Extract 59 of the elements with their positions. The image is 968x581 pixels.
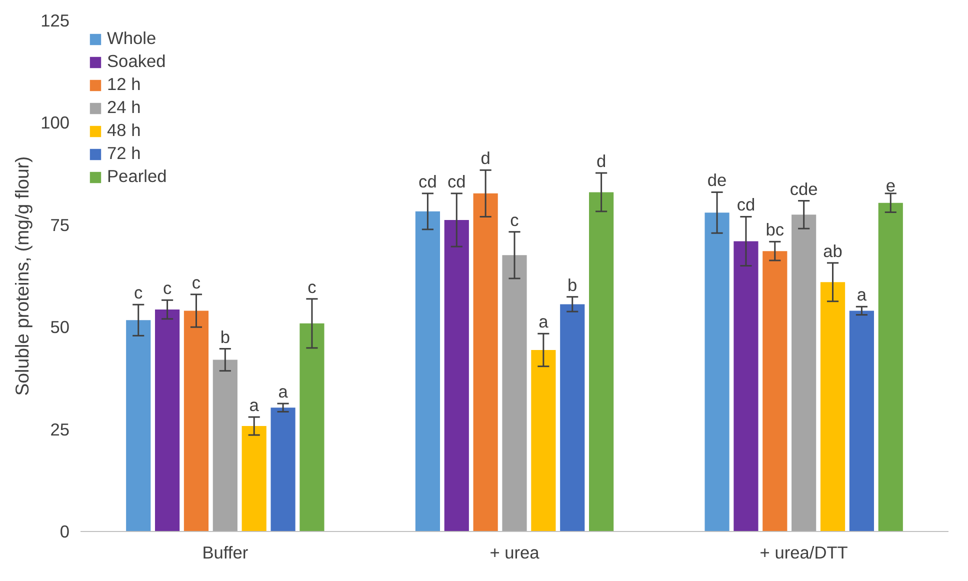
- x-tick-label: + urea/DTT: [760, 542, 848, 562]
- bar: [820, 282, 846, 532]
- data-label: c: [162, 278, 172, 298]
- data-label: a: [278, 382, 288, 402]
- data-label: b: [220, 326, 230, 347]
- bar: [270, 408, 296, 532]
- legend-label: 72 h: [107, 143, 141, 164]
- bar: [502, 255, 527, 532]
- data-label: b: [568, 274, 578, 295]
- legend-label: Pearled: [107, 166, 167, 187]
- x-tick-label: Buffer: [202, 542, 248, 562]
- data-label: c: [308, 276, 317, 297]
- bar: [560, 304, 585, 532]
- data-label: cde: [790, 178, 818, 199]
- y-tick-label: 25: [50, 419, 70, 440]
- bar: [589, 192, 614, 532]
- legend-label: Whole: [107, 28, 156, 49]
- data-label: d: [596, 150, 606, 171]
- data-label: c: [134, 282, 144, 303]
- bar: [415, 211, 440, 532]
- y-tick-label: 0: [60, 522, 70, 542]
- data-label: cd: [736, 194, 756, 215]
- data-label: bc: [766, 220, 784, 240]
- data-label: e: [886, 175, 896, 196]
- data-label: cd: [447, 171, 466, 192]
- bar: [300, 323, 324, 532]
- y-tick-label: 125: [40, 10, 70, 30]
- bar: [849, 310, 874, 532]
- bar: [734, 241, 758, 532]
- bar: [473, 193, 498, 532]
- y-tick-label: 50: [50, 317, 70, 338]
- y-tick-label: 75: [50, 214, 70, 235]
- bar: [212, 360, 238, 532]
- bar: [126, 320, 151, 532]
- bar: [792, 214, 816, 532]
- legend-label: 24 h: [107, 97, 141, 118]
- bar: [762, 251, 788, 532]
- data-label: ab: [823, 240, 842, 261]
- data-label: cd: [418, 171, 437, 192]
- data-label: c: [192, 272, 201, 292]
- bar: [531, 350, 556, 532]
- legend-label: Soaked: [107, 51, 166, 72]
- x-tick-label: + urea: [490, 542, 540, 562]
- data-label: d: [480, 148, 490, 168]
- y-axis-title: Soluble proteins, (mg/g flour): [12, 156, 33, 396]
- legend-label: 48 h: [107, 120, 141, 141]
- bar: [704, 212, 730, 532]
- bar: [444, 220, 469, 532]
- data-label: a: [856, 284, 867, 305]
- legend-label: 12 h: [107, 74, 141, 95]
- bar: [184, 310, 209, 532]
- y-tick-label: 100: [40, 112, 70, 133]
- bar: [878, 202, 903, 532]
- data-label: de: [707, 170, 727, 190]
- data-label: a: [538, 312, 549, 332]
- data-label: a: [249, 395, 260, 416]
- bar: [242, 426, 266, 532]
- bar: [155, 310, 180, 532]
- data-label: c: [510, 210, 520, 230]
